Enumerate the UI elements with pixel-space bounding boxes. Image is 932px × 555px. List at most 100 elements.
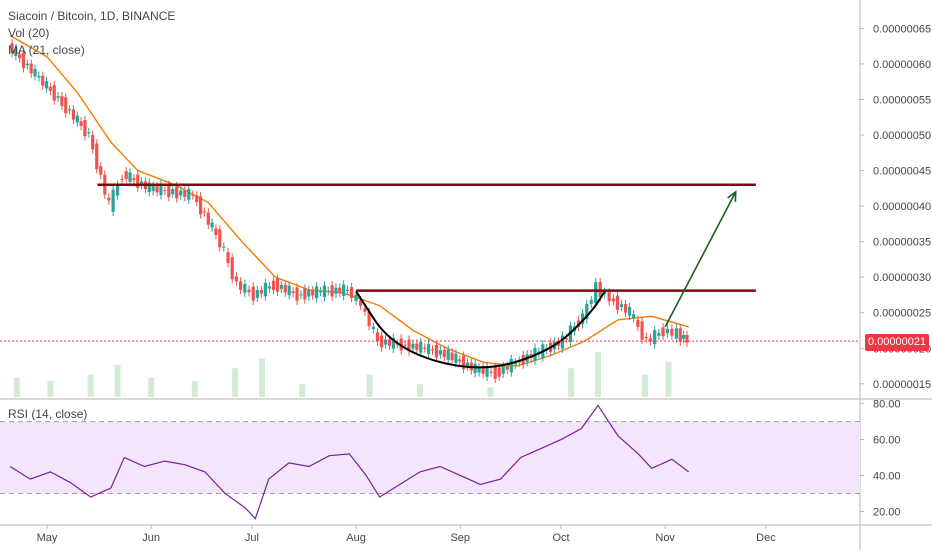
price-tick-label: 0.00000040 bbox=[873, 201, 931, 213]
candle-body bbox=[171, 189, 175, 195]
candle-body bbox=[311, 290, 315, 296]
volume-bar bbox=[665, 361, 672, 397]
volume-legend: Vol (20) bbox=[8, 26, 50, 40]
candle-body bbox=[685, 334, 689, 343]
candle-body bbox=[399, 338, 403, 351]
candle-body bbox=[222, 246, 226, 248]
volume-bar bbox=[87, 374, 94, 397]
candle-body bbox=[640, 321, 644, 340]
candle-body bbox=[330, 285, 334, 297]
candle-body bbox=[163, 190, 167, 192]
candle-body bbox=[594, 282, 598, 304]
candle-body bbox=[657, 333, 661, 336]
volume-bar bbox=[47, 381, 54, 397]
candle-body bbox=[623, 304, 628, 313]
candle-body bbox=[560, 335, 565, 349]
candle-body bbox=[111, 189, 115, 212]
candle-body bbox=[299, 294, 303, 296]
price-tick-label: 0.00000025 bbox=[873, 308, 931, 320]
candle-body bbox=[354, 294, 358, 301]
candle-body bbox=[95, 143, 99, 170]
candle-body bbox=[251, 286, 255, 301]
rsi-line bbox=[9, 404, 690, 520]
candle-body bbox=[136, 174, 140, 188]
volume-bar bbox=[148, 377, 155, 397]
candle-body bbox=[446, 349, 450, 360]
candle-body bbox=[556, 341, 561, 346]
candle-body bbox=[295, 287, 299, 301]
time-tick-label: Jun bbox=[142, 532, 160, 544]
volume-bar bbox=[366, 374, 373, 397]
volume-bar bbox=[642, 374, 648, 397]
candle-body bbox=[44, 81, 49, 89]
ma-legend: MA (21, close) bbox=[8, 43, 85, 57]
candle-body bbox=[615, 295, 620, 310]
price-tick-label: 0.00000045 bbox=[873, 166, 931, 178]
candle-body bbox=[350, 287, 354, 299]
volume-bar bbox=[487, 387, 494, 397]
candle-body bbox=[415, 343, 419, 350]
price-tick-label: 0.00000060 bbox=[873, 59, 931, 71]
candle-body bbox=[371, 326, 375, 330]
candle-body bbox=[585, 303, 589, 320]
candle-body bbox=[18, 54, 22, 59]
candle-body bbox=[75, 115, 79, 123]
price-tick-label: 0.00000050 bbox=[873, 130, 931, 142]
candle-body bbox=[25, 63, 29, 66]
candle-body bbox=[14, 48, 18, 56]
candle-body bbox=[307, 290, 311, 297]
volume-bar bbox=[416, 384, 423, 397]
candle-body bbox=[481, 367, 485, 374]
candle-body bbox=[423, 347, 427, 349]
candle-body bbox=[473, 363, 477, 374]
candle-body bbox=[218, 229, 222, 248]
candle-body bbox=[139, 181, 144, 186]
candle-body bbox=[438, 350, 442, 355]
candle-body bbox=[682, 334, 686, 339]
candle-body bbox=[255, 289, 259, 298]
candle-body bbox=[239, 281, 243, 290]
candle-body bbox=[210, 222, 214, 228]
candle-body bbox=[151, 186, 155, 192]
candle-body bbox=[383, 339, 388, 345]
candle-body bbox=[430, 349, 435, 351]
rsi-legend: RSI (14, close) bbox=[8, 407, 88, 421]
candle-body bbox=[243, 283, 247, 293]
candle-body bbox=[653, 330, 657, 345]
price-tick-label: 0.00000035 bbox=[873, 237, 931, 249]
candle-body bbox=[52, 85, 56, 101]
candle-body bbox=[263, 282, 267, 297]
time-tick-label: Oct bbox=[552, 532, 569, 544]
candle-body bbox=[128, 172, 132, 182]
volume-bar bbox=[13, 377, 20, 397]
candle-body bbox=[202, 211, 207, 213]
candle-body bbox=[632, 314, 636, 319]
candle-body bbox=[670, 328, 674, 336]
price-tick-label: 0.00000055 bbox=[873, 95, 931, 107]
candle-body bbox=[83, 120, 87, 137]
candle-body bbox=[619, 304, 624, 308]
candle-body bbox=[267, 286, 272, 289]
candle-body bbox=[458, 359, 462, 362]
candle-body bbox=[91, 135, 95, 150]
candle-body bbox=[427, 343, 431, 354]
candle-body bbox=[191, 194, 195, 196]
candle-body bbox=[403, 344, 407, 346]
candle-body bbox=[509, 358, 513, 373]
candle-body bbox=[10, 43, 14, 54]
candle-body bbox=[247, 289, 251, 293]
price-tick-label: 0.00000030 bbox=[873, 272, 931, 284]
candle-body bbox=[318, 291, 323, 293]
candle-body bbox=[291, 291, 295, 294]
last-price-tag: 0.00000021 bbox=[865, 334, 929, 351]
rounding-bottom-curve bbox=[355, 290, 606, 369]
candle-body bbox=[230, 257, 234, 280]
candle-body bbox=[644, 336, 648, 339]
candle-body bbox=[71, 109, 76, 120]
candle-body bbox=[391, 337, 395, 349]
candle-body bbox=[342, 284, 346, 297]
candle-body bbox=[179, 190, 183, 196]
candle-body bbox=[678, 328, 682, 342]
candle-body bbox=[580, 313, 585, 325]
candle-body bbox=[87, 132, 91, 134]
